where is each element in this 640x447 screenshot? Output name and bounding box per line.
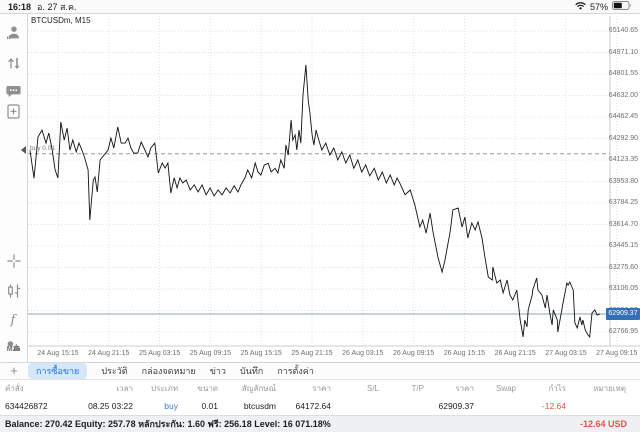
balance-text: Balance: 270.42 Equity: 257.78 หลักประกั… <box>5 419 331 429</box>
col-sl: S/L <box>366 384 379 393</box>
col-time: เวลา <box>116 384 133 393</box>
current-price-badge: 62909.37 <box>606 307 640 320</box>
col-current-price: ราคา <box>455 384 474 393</box>
time-tick-label: 25 Aug 09:15 <box>189 350 232 357</box>
price-tick-label: 64971.10 <box>608 48 638 56</box>
price-tick-label: 63275.60 <box>608 263 638 271</box>
price-chart[interactable]: BTCUSDm, M15 buy 0.01 65140.65 64971.10 64… <box>28 14 640 362</box>
order-time: 08.25 03:22 <box>88 401 133 411</box>
objects-icon[interactable] <box>0 334 27 356</box>
indicators-icon[interactable]: f <box>0 308 27 330</box>
floating-profit: -12.64 USD <box>579 419 627 429</box>
order-current-price: 62909.37 <box>438 401 474 411</box>
order-volume: 0.01 <box>201 401 218 411</box>
time-tick-label: 27 Aug 09:15 <box>596 350 638 357</box>
battery-icon <box>612 1 632 12</box>
tab-mailbox[interactable]: กล่องจดหมาย <box>141 366 196 376</box>
order-open-price: 64172.64 <box>295 401 331 411</box>
col-volume: ขนาด <box>197 384 218 393</box>
position-row[interactable]: 634426872 08.25 03:22 buy 0.01 btcusdm 6… <box>0 397 640 415</box>
col-order: คำสั่ง <box>5 384 24 393</box>
col-tp: T/P <box>411 384 424 393</box>
timeframe-button[interactable]: M15 <box>0 346 27 353</box>
price-tick-label: 65140.65 <box>608 27 638 34</box>
crosshair-icon[interactable] <box>0 250 27 272</box>
account-summary-bar: Balance: 270.42 Equity: 257.78 หลักประกั… <box>0 415 640 432</box>
time-tick-label: 26 Aug 03:15 <box>342 350 384 357</box>
price-tick-label: 62766.95 <box>608 328 638 335</box>
col-swap: Swap <box>495 384 516 393</box>
chart-symbol-label: BTCUSDm, M15 <box>31 16 91 25</box>
clock: 16:18 <box>8 1 32 12</box>
order-profit: -12.64 <box>541 401 566 411</box>
price-tick-label: 63614.70 <box>608 220 638 228</box>
account-icon[interactable] <box>0 22 27 44</box>
price-tick-label: 64801.55 <box>608 70 638 77</box>
col-open-price: ราคา <box>312 384 331 393</box>
wifi-icon <box>575 1 586 12</box>
col-symbol: สัญลักษณ์ <box>241 384 276 393</box>
price-tick-label: 63445.15 <box>608 242 638 249</box>
status-bar: 16:18 อ. 27 ส.ค. 57% <box>0 0 640 14</box>
col-type: ประเภท <box>151 384 178 393</box>
time-tick-label: 25 Aug 21:15 <box>291 350 333 357</box>
tab-history[interactable]: ประวัติ <box>101 366 128 376</box>
time-tick-label: 24 Aug 21:15 <box>88 350 130 357</box>
price-tick-label: 63784.25 <box>608 199 638 206</box>
order-id: 634426872 <box>5 401 48 411</box>
col-profit: กำไร <box>548 384 566 393</box>
tab-settings[interactable]: การตั้งค่า <box>277 366 314 376</box>
price-tick-label: 64632.00 <box>608 91 638 99</box>
chart-style-icon[interactable] <box>0 280 27 302</box>
price-tick-label: 63106.05 <box>608 285 638 292</box>
chat-icon[interactable] <box>0 80 27 102</box>
bottom-tab-bar: + การซื้อขาย ประวัติ กล่องจดหมาย ข่าว บั… <box>0 362 640 380</box>
svg-text:f: f <box>9 313 17 327</box>
sidebar-toolbar: f M15 <box>0 14 28 362</box>
battery-percent: 57% <box>589 1 608 12</box>
price-tick-label: 64462.45 <box>608 113 638 120</box>
tab-news[interactable]: ข่าว <box>209 366 226 376</box>
new-order-icon[interactable] <box>0 100 27 122</box>
table-header-row: คำสั่ง เวลา ประเภท ขนาด สัญลักษณ์ ราคา S… <box>0 380 640 397</box>
order-type: buy <box>164 401 178 411</box>
status-date: อ. 27 ส.ค. <box>37 1 77 12</box>
price-tick-label: 64292.90 <box>608 134 638 142</box>
collapse-sidebar-arrow[interactable] <box>21 146 26 154</box>
time-tick-label: 24 Aug 15:15 <box>37 350 79 357</box>
time-tick-label: 26 Aug 09:15 <box>392 350 435 357</box>
add-tab-button[interactable]: + <box>10 363 18 378</box>
price-tick-label: 64123.35 <box>608 156 638 163</box>
position-line-label: buy 0.01 <box>30 144 55 152</box>
trade-arrows-icon[interactable] <box>0 52 27 74</box>
col-comment: หมายเหตุ <box>593 384 626 393</box>
time-tick-label: 25 Aug 03:15 <box>138 350 181 357</box>
time-tick-label: 26 Aug 21:15 <box>494 350 536 357</box>
chart-canvas <box>28 16 640 347</box>
time-tick-label: 25 Aug 15:15 <box>240 350 282 357</box>
price-tick-label: 63953.80 <box>608 177 638 185</box>
order-symbol: btcusdm <box>243 401 276 411</box>
time-tick-label: 26 Aug 15:15 <box>443 350 486 357</box>
tab-trade[interactable]: การซื้อขาย <box>28 363 88 379</box>
time-tick-label: 27 Aug 03:15 <box>545 350 587 357</box>
positions-table: คำสั่ง เวลา ประเภท ขนาด สัญลักษณ์ ราคา S… <box>0 380 640 415</box>
tab-journal[interactable]: บันทึก <box>239 366 264 376</box>
